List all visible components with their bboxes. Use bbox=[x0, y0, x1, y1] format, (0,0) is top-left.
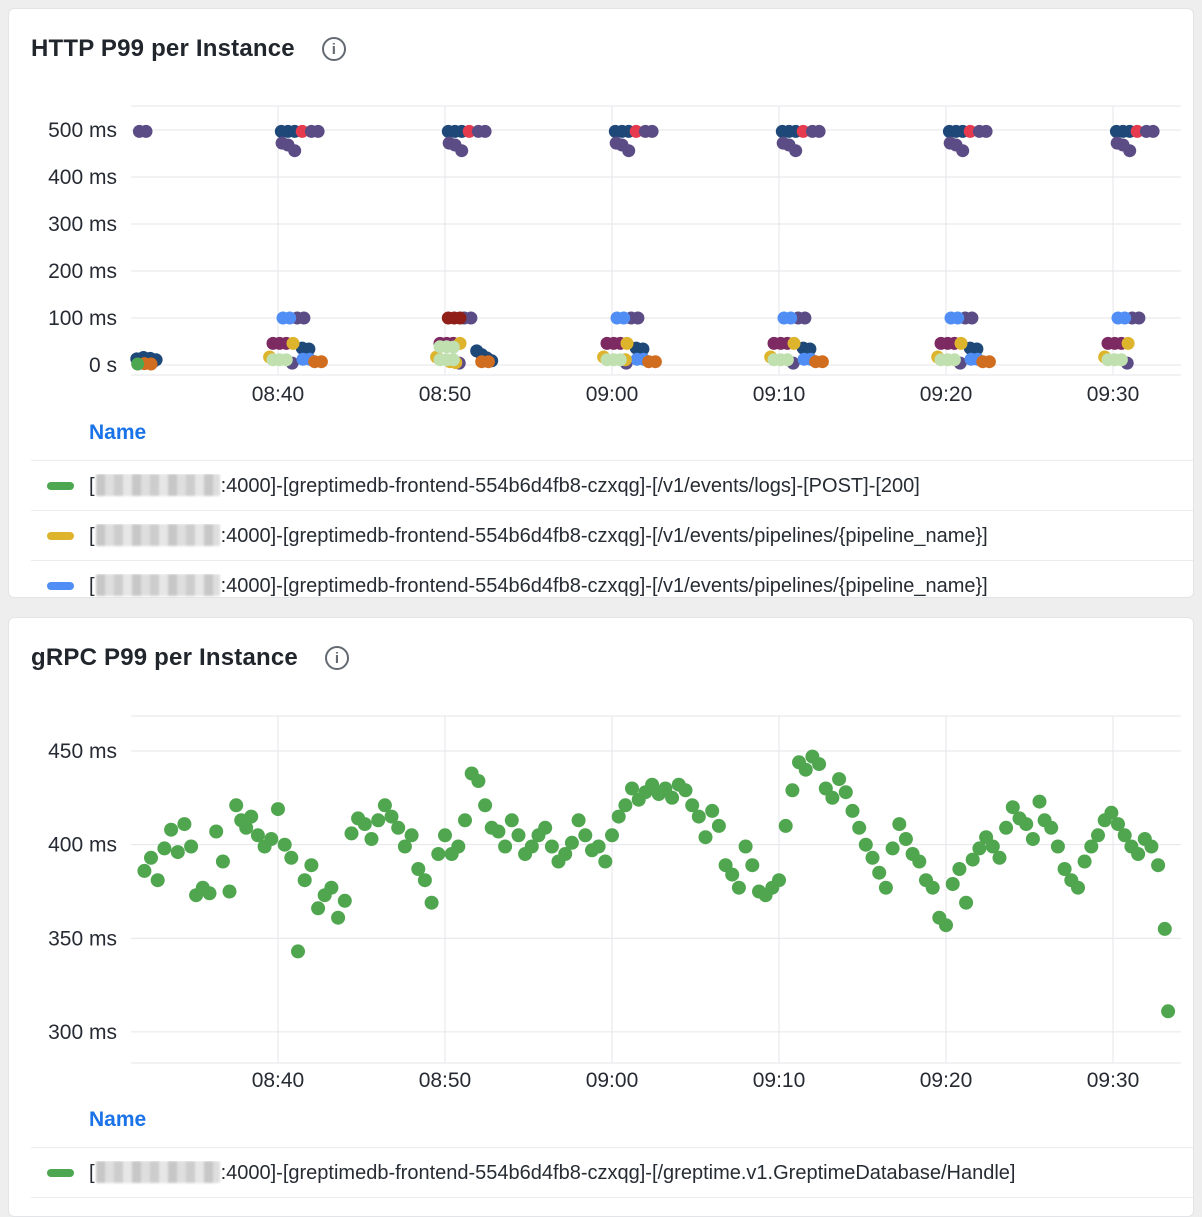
redacted-text bbox=[95, 523, 220, 546]
panel-http-p99: HTTP P99 per Instance i 08:40 08:50 09:00 0… bbox=[8, 8, 1194, 598]
panel-title: gRPC P99 per Instance bbox=[31, 644, 298, 671]
svg-text:100 ms: 100 ms bbox=[48, 307, 117, 330]
svg-text:400 ms: 400 ms bbox=[48, 834, 117, 857]
info-icon[interactable]: i bbox=[324, 646, 349, 670]
svg-text:09:00: 09:00 bbox=[586, 383, 639, 406]
svg-text:09:30: 09:30 bbox=[1087, 383, 1140, 406]
svg-text:200 ms: 200 ms bbox=[48, 260, 117, 283]
legend-table: Name [:4000]-[greptimedb-frontend-554b6d… bbox=[31, 421, 1193, 597]
grpc-p99-chart-canvas[interactable]: 08:40 08:50 09:00 09:10 09:20 09:30 300 ms 350 … bbox=[9, 618, 1194, 1093]
svg-text:09:30: 09:30 bbox=[1087, 1069, 1140, 1092]
http-p99-chart-canvas[interactable]: 08:40 08:50 09:00 09:10 09:20 09:30 0 s 100 ms 2… bbox=[9, 9, 1194, 414]
legend-label: [:4000]-[greptimedb-frontend-554b6d4fb8-… bbox=[89, 573, 988, 597]
svg-text:08:40: 08:40 bbox=[252, 383, 305, 406]
legend-label: [:4000]-[greptimedb-frontend-554b6d4fb8-… bbox=[89, 523, 988, 547]
svg-text:400 ms: 400 ms bbox=[48, 166, 117, 189]
redacted-text bbox=[95, 1160, 220, 1183]
legend-rows: [:4000]-[greptimedb-frontend-554b6d4fb8-… bbox=[31, 461, 1193, 597]
svg-text:09:10: 09:10 bbox=[753, 383, 806, 406]
legend-label: [:4000]-[greptimedb-frontend-554b6d4fb8-… bbox=[89, 1160, 1016, 1184]
panel-title: HTTP P99 per Instance bbox=[31, 35, 295, 62]
svg-text:350 ms: 350 ms bbox=[48, 927, 117, 950]
svg-text:08:50: 08:50 bbox=[419, 1069, 472, 1092]
svg-text:300 ms: 300 ms bbox=[48, 213, 117, 236]
legend-row[interactable]: [:4000]-[greptimedb-frontend-554b6d4fb8-… bbox=[31, 461, 1193, 511]
legend-color-pill bbox=[47, 531, 74, 540]
svg-text:450 ms: 450 ms bbox=[48, 740, 117, 763]
redacted-text bbox=[95, 573, 220, 596]
svg-text:300 ms: 300 ms bbox=[48, 1021, 117, 1044]
legend-color-pill bbox=[47, 1168, 74, 1177]
svg-text:08:50: 08:50 bbox=[419, 383, 472, 406]
legend-color-pill bbox=[47, 481, 74, 490]
legend-label: [:4000]-[greptimedb-frontend-554b6d4fb8-… bbox=[89, 473, 920, 497]
legend-row[interactable]: [:4000]-[greptimedb-frontend-554b6d4fb8-… bbox=[31, 1148, 1193, 1198]
svg-text:09:00: 09:00 bbox=[586, 1069, 639, 1092]
panel-grpc-p99: gRPC P99 per Instance i 08:40 08:50 09:00 0… bbox=[8, 617, 1194, 1217]
legend-rows: [:4000]-[greptimedb-frontend-554b6d4fb8-… bbox=[31, 1148, 1193, 1198]
svg-text:08:40: 08:40 bbox=[252, 1069, 305, 1092]
svg-text:09:20: 09:20 bbox=[920, 383, 973, 406]
legend-table: Name [:4000]-[greptimedb-frontend-554b6d… bbox=[31, 1108, 1193, 1198]
redacted-text bbox=[95, 473, 220, 496]
legend-row[interactable]: [:4000]-[greptimedb-frontend-554b6d4fb8-… bbox=[31, 511, 1193, 561]
legend-header-name: Name bbox=[31, 1108, 1193, 1148]
svg-text:09:20: 09:20 bbox=[920, 1069, 973, 1092]
svg-text:0 s: 0 s bbox=[89, 354, 117, 377]
svg-text:500 ms: 500 ms bbox=[48, 119, 117, 142]
panel-header: gRPC P99 per Instance i bbox=[31, 644, 349, 672]
legend-row[interactable]: [:4000]-[greptimedb-frontend-554b6d4fb8-… bbox=[31, 561, 1193, 597]
panel-header: HTTP P99 per Instance i bbox=[31, 35, 346, 63]
legend-header-name: Name bbox=[31, 421, 1193, 461]
info-icon[interactable]: i bbox=[321, 37, 346, 61]
legend-color-pill bbox=[47, 581, 74, 590]
svg-text:09:10: 09:10 bbox=[753, 1069, 806, 1092]
